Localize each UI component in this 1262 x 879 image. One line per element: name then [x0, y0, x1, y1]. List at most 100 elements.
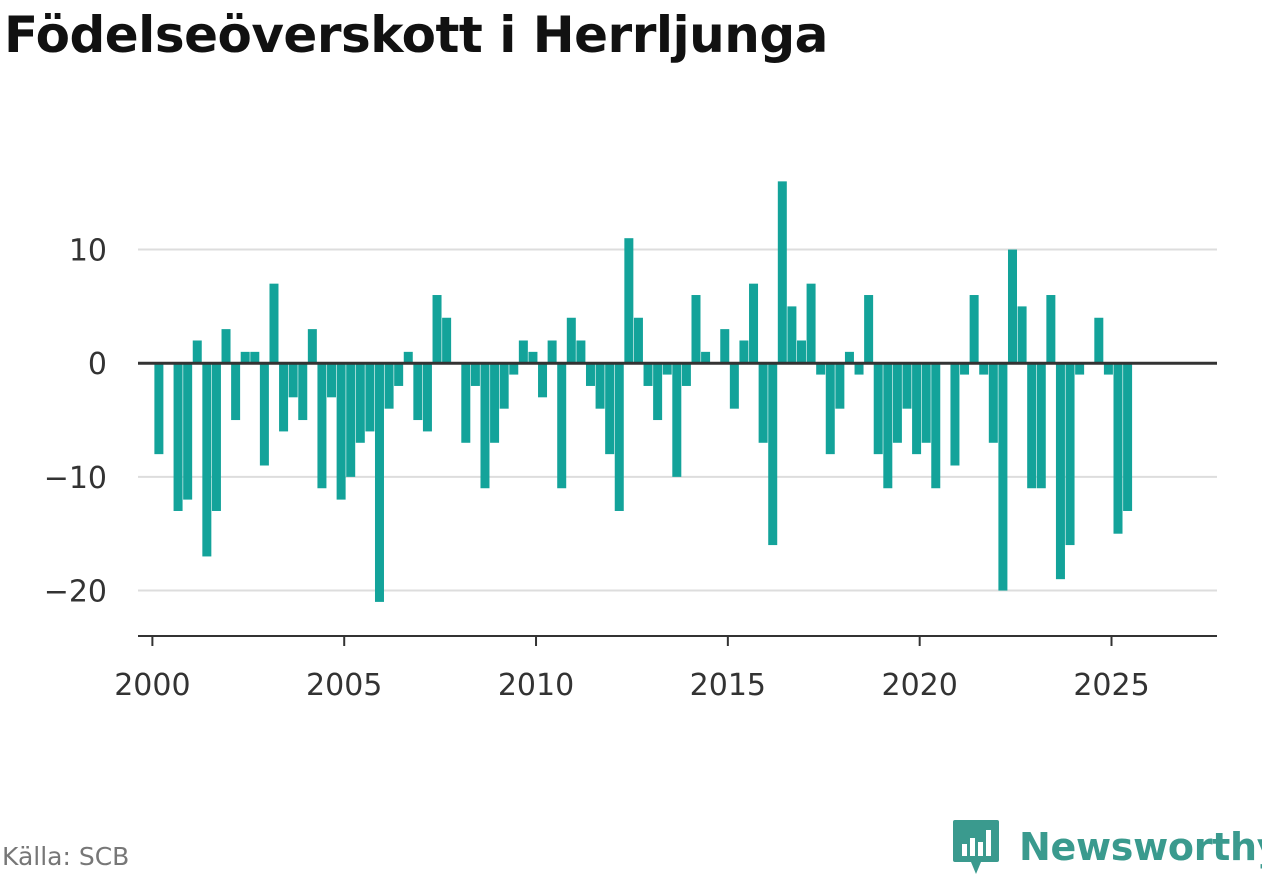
bar: 2001 Q4: 3 — [221, 329, 231, 364]
bar: 2014 Q2: 1 — [701, 351, 711, 364]
bar: 2018 Q3: 6 — [864, 295, 874, 364]
bar: 2016 Q4: 2 — [796, 340, 806, 364]
bar: 2014 Q1: 6 — [691, 295, 701, 364]
bar: 2022 Q2: 10 — [1007, 249, 1017, 364]
y-tick-label: 0 — [88, 347, 107, 382]
bar: 2004 Q1: 3 — [307, 329, 317, 364]
bar: 2010 Q1: -3 — [538, 363, 548, 398]
x-tick-label: 2015 — [690, 668, 766, 703]
source-note: Källa: SCB — [2, 842, 130, 871]
bar: 2008 Q1: -7 — [461, 363, 471, 443]
bar: 2002 Q4: -9 — [259, 363, 269, 466]
bar: 2009 Q3: 2 — [518, 340, 528, 364]
x-tick-label: 2020 — [881, 668, 957, 703]
bar: 2001 Q2: -17 — [202, 363, 212, 557]
bar: 2012 Q4: -2 — [643, 363, 653, 386]
y-tick-label: −20 — [44, 575, 107, 610]
bar: 2011 Q2: -2 — [585, 363, 595, 386]
bar: 2025 Q2: -13 — [1123, 363, 1133, 511]
bar: 2000 Q3: -13 — [173, 363, 183, 511]
brand-logo: Newsworthy — [951, 818, 1262, 876]
bar: 2017 Q3: -8 — [825, 363, 835, 455]
bar: 2021 Q1: -1 — [960, 363, 970, 375]
bar: 2023 Q1: -11 — [1036, 363, 1046, 489]
bar: 2005 Q1: -10 — [346, 363, 356, 477]
bar: 2010 Q4: 4 — [566, 317, 576, 364]
y-tick-labels: 10 0 −10 −20 — [44, 234, 107, 610]
bar: 2004 Q4: -12 — [336, 363, 346, 500]
bar: 2019 Q1: -11 — [883, 363, 893, 489]
bar: 2004 Q3: -3 — [327, 363, 337, 398]
bar: 2009 Q4: 1 — [528, 351, 538, 364]
x-tick-label: 2025 — [1073, 668, 1149, 703]
bar: 2024 Q4: -1 — [1103, 363, 1113, 375]
y-tick-label: −10 — [44, 461, 107, 496]
bar: 2015 Q4: -7 — [758, 363, 768, 443]
bar: 2003 Q4: -5 — [298, 363, 308, 421]
bar: 2010 Q2: 2 — [547, 340, 557, 364]
bar: 2007 Q1: -6 — [422, 363, 432, 432]
bar: 2013 Q2: -1 — [662, 363, 672, 375]
bar: 2003 Q1: 7 — [269, 283, 279, 364]
bar: 2016 Q2: 16 — [777, 181, 787, 364]
bar: 2018 Q2: -1 — [854, 363, 864, 375]
brand-name: Newsworthy — [1019, 825, 1262, 869]
bar: 2018 Q1: 1 — [844, 351, 854, 364]
x-tick-label: 2010 — [498, 668, 574, 703]
bar: 2009 Q1: -4 — [499, 363, 509, 409]
bar: 2005 Q4: -21 — [374, 363, 384, 602]
bar: 2016 Q3: 5 — [787, 306, 797, 364]
bar: 2013 Q4: -2 — [681, 363, 691, 386]
bar: 2004 Q2: -11 — [317, 363, 327, 489]
bar: 2006 Q2: -2 — [394, 363, 404, 386]
bar: 2008 Q4: -7 — [490, 363, 500, 443]
x-tick-labels: 2000 2005 2010 2015 2020 2025 — [114, 636, 1150, 703]
bar: 2023 Q3: -19 — [1055, 363, 1065, 580]
bar: 2015 Q2: 2 — [739, 340, 749, 364]
bar: 2019 Q3: -4 — [902, 363, 912, 409]
bar: 2017 Q4: -4 — [835, 363, 845, 409]
bar: 2017 Q1: 7 — [806, 283, 816, 364]
bar: 2005 Q2: -7 — [355, 363, 365, 443]
bar: 2011 Q1: 2 — [576, 340, 586, 364]
bar: 2003 Q2: -6 — [279, 363, 289, 432]
bar: 2002 Q3: 1 — [250, 351, 260, 364]
chart-title: Födelseöverskott i Herrljunga — [4, 6, 828, 64]
bar: 2008 Q2: -2 — [470, 363, 480, 386]
bar: 2007 Q3: 4 — [442, 317, 452, 364]
bar: 2021 Q3: -1 — [979, 363, 989, 375]
y-tick-label: 10 — [69, 234, 107, 269]
bar: 2000 Q1: -8 — [154, 363, 164, 455]
bar: 2019 Q2: -7 — [892, 363, 902, 443]
bar: 2022 Q1: -20 — [998, 363, 1008, 591]
newsworthy-logo-icon — [953, 820, 999, 874]
bar: 2016 Q1: -16 — [768, 363, 778, 546]
bar: 2017 Q2: -1 — [816, 363, 826, 375]
bar: 2006 Q4: -5 — [413, 363, 423, 421]
bar: 2006 Q3: 1 — [403, 351, 413, 364]
x-tick-label: 2005 — [306, 668, 382, 703]
bar: 2012 Q2: 11 — [624, 238, 634, 364]
bar: 2021 Q2: 6 — [969, 295, 979, 364]
bar: 2015 Q1: -4 — [729, 363, 739, 409]
bar: 2002 Q2: 1 — [240, 351, 250, 364]
x-tick-label: 2000 — [114, 668, 190, 703]
bar: 2005 Q3: -6 — [365, 363, 375, 432]
bar: 2018 Q4: -8 — [873, 363, 883, 455]
bar: 2023 Q2: 6 — [1046, 295, 1056, 364]
bar: 2014 Q4: 3 — [720, 329, 730, 364]
bar: 2001 Q3: -13 — [211, 363, 221, 511]
bar: 2011 Q4: -8 — [605, 363, 615, 455]
bar: 2022 Q3: 5 — [1017, 306, 1027, 364]
bar: 2020 Q4: -9 — [950, 363, 960, 466]
bar: 2012 Q3: 4 — [633, 317, 643, 364]
bar: 2001 Q1: 2 — [192, 340, 202, 364]
bar: 2015 Q3: 7 — [749, 283, 759, 364]
bar: 2003 Q3: -3 — [288, 363, 298, 398]
bar: 2024 Q3: 4 — [1094, 317, 1104, 364]
bar: 2011 Q3: -4 — [595, 363, 605, 409]
bar: 2021 Q4: -7 — [988, 363, 998, 443]
bar: 2009 Q2: -1 — [509, 363, 519, 375]
